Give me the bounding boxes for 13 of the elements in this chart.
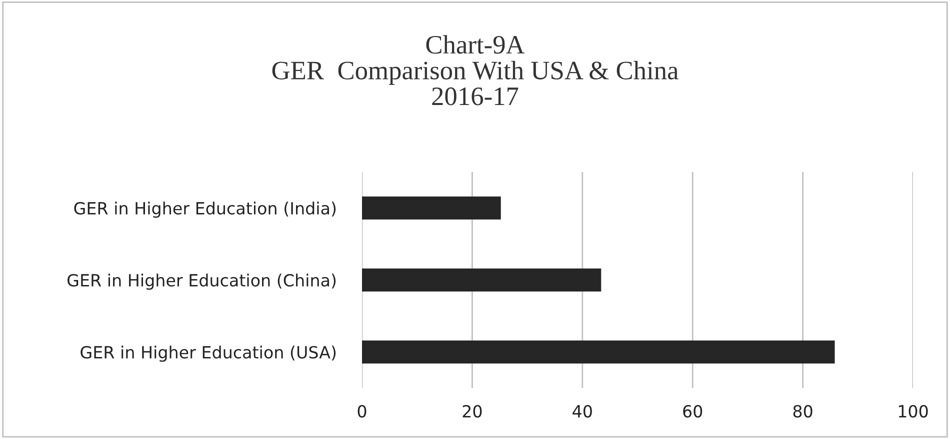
chart-title: Chart-9A GER Comparison With USA & China 2016-17	[272, 35, 678, 106]
x-tick-label: 100	[898, 404, 928, 418]
y-tick-label: GER in Higher Education (China)	[68, 274, 336, 290]
y-tick-label: GER in Higher Education (USA)	[80, 346, 336, 362]
bar	[362, 268, 602, 292]
x-tick-label: 60	[683, 404, 702, 418]
y-tick-label: GER in Higher Education (India)	[74, 202, 336, 218]
x-tick-label: 40	[572, 404, 592, 418]
bar	[362, 340, 835, 364]
bar	[362, 196, 501, 220]
x-tick-label: 20	[462, 404, 482, 418]
x-tick-label: 0	[358, 404, 366, 418]
x-tick-label: 80	[793, 404, 812, 418]
